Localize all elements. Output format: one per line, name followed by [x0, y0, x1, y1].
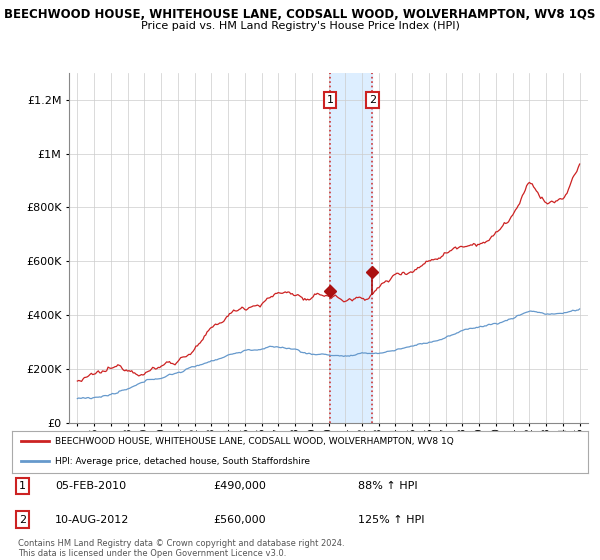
Text: 125% ↑ HPI: 125% ↑ HPI: [358, 515, 424, 525]
Text: Price paid vs. HM Land Registry's House Price Index (HPI): Price paid vs. HM Land Registry's House …: [140, 21, 460, 31]
Text: 10-AUG-2012: 10-AUG-2012: [55, 515, 130, 525]
Text: BEECHWOOD HOUSE, WHITEHOUSE LANE, CODSALL WOOD, WOLVERHAMPTON, WV8 1Q: BEECHWOOD HOUSE, WHITEHOUSE LANE, CODSAL…: [55, 437, 454, 446]
Bar: [330, 73, 372, 423]
Text: 2: 2: [19, 515, 26, 525]
Text: 2: 2: [368, 95, 376, 105]
Text: Contains HM Land Registry data © Crown copyright and database right 2024.
This d: Contains HM Land Registry data © Crown c…: [18, 539, 344, 558]
Text: HPI: Average price, detached house, South Staffordshire: HPI: Average price, detached house, Sout…: [55, 457, 310, 466]
Text: 1: 1: [326, 95, 334, 105]
Text: 1: 1: [19, 481, 26, 491]
Text: 05-FEB-2010: 05-FEB-2010: [55, 481, 127, 491]
Text: 88% ↑ HPI: 88% ↑ HPI: [358, 481, 417, 491]
Text: BEECHWOOD HOUSE, WHITEHOUSE LANE, CODSALL WOOD, WOLVERHAMPTON, WV8 1QS: BEECHWOOD HOUSE, WHITEHOUSE LANE, CODSAL…: [4, 8, 596, 21]
Text: £490,000: £490,000: [214, 481, 266, 491]
Text: £560,000: £560,000: [214, 515, 266, 525]
